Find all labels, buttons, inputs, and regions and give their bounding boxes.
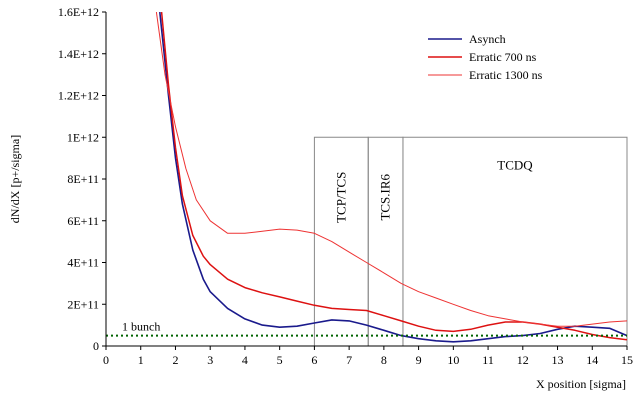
- y-tick-label: 1E+12: [67, 130, 99, 144]
- y-tick-label: 2E+11: [67, 297, 99, 311]
- x-tick-label: 4: [242, 353, 248, 367]
- x-axis-title: X position [sigma]: [536, 377, 626, 391]
- x-tick-label: 10: [447, 353, 459, 367]
- y-tick-label: 6E+11: [67, 214, 99, 228]
- y-tick-label: 1.2E+12: [58, 89, 99, 103]
- y-tick-label: 0: [93, 339, 99, 353]
- region-box: [313, 136, 369, 346]
- y-axis-title: dN/dX [p+/sigma]: [8, 135, 22, 223]
- x-tick-label: 6: [311, 353, 317, 367]
- y-tick-label: 8E+11: [67, 172, 99, 186]
- axes: 0 2E+11 4E+11 6E+11 8E+11 1E+12 1.2E+12 1.4E+12…: [58, 5, 633, 367]
- x-tick-label: 15: [621, 353, 633, 367]
- x-tick-label: 11: [482, 353, 494, 367]
- x-tick-label: 0: [103, 353, 109, 367]
- x-tick-label: 8: [381, 353, 387, 367]
- x-tick-label: 3: [207, 353, 213, 367]
- y-tick-label: 1.6E+12: [58, 5, 99, 19]
- series-lines: [155, 12, 627, 343]
- legend-label: Erratic 1300 ns: [469, 68, 543, 82]
- legend-label: Erratic 700 ns: [469, 50, 537, 64]
- region-box: [402, 136, 628, 346]
- series-line: [160, 12, 627, 341]
- region-box: [367, 136, 404, 346]
- collimator-regions: TCP/TCS TCS.IR6 TCDQ: [313, 136, 628, 346]
- x-tick-label: 1: [138, 353, 144, 367]
- x-tick-label: 7: [346, 353, 352, 367]
- region-label: TCP/TCS: [333, 172, 348, 223]
- legend: Asynch Erratic 700 ns Erratic 1300 ns: [428, 32, 543, 82]
- legend-label: Asynch: [469, 32, 506, 46]
- y-tick-label: 4E+11: [67, 256, 99, 270]
- reference-line-label: 1 bunch: [122, 320, 160, 334]
- x-tick-label: 12: [517, 353, 529, 367]
- x-tick-label: 13: [552, 353, 564, 367]
- region-label: TCS.IR6: [378, 173, 393, 220]
- series-line: [155, 12, 627, 327]
- x-tick-label: 14: [586, 353, 598, 367]
- x-tick-label: 5: [277, 353, 283, 367]
- x-tick-label: 9: [416, 353, 422, 367]
- x-tick-label: 2: [172, 353, 178, 367]
- series-line: [159, 12, 627, 343]
- y-tick-label: 1.4E+12: [58, 47, 99, 61]
- region-label: TCDQ: [497, 157, 533, 172]
- reference-lines: 1 bunch: [106, 320, 627, 337]
